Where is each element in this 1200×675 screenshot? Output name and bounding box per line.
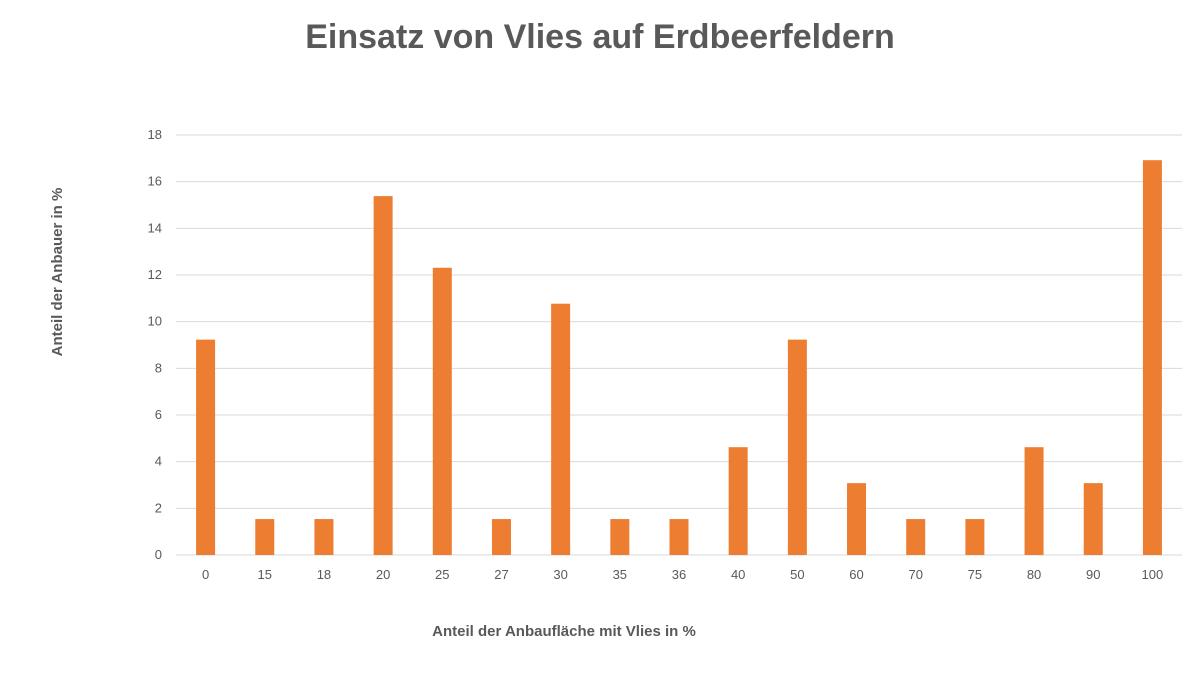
x-tick-label: 75 (968, 567, 982, 582)
gridlines (176, 134, 1182, 556)
x-tick-label: 18 (317, 567, 331, 582)
x-tick-label: 36 (672, 567, 686, 582)
x-tick-label: 15 (258, 567, 272, 582)
bar-50 (787, 339, 807, 555)
bar-100 (1142, 160, 1162, 555)
x-axis-ticks: 0 15 18 20 25 27 30 35 36 40 50 60 70 75 80 90 100 (202, 567, 1163, 582)
y-tick-label: 10 (148, 314, 162, 329)
y-tick-label: 4 (155, 454, 162, 469)
x-tick-label: 40 (731, 567, 745, 582)
x-tick-label: 0 (202, 567, 209, 582)
x-tick-label: 100 (1142, 567, 1164, 582)
bar-30 (551, 303, 571, 555)
bar-20 (373, 196, 393, 555)
x-axis-label: Anteil der Anbaufläche mit Vlies in % (432, 623, 696, 640)
x-tick-label: 50 (790, 567, 804, 582)
x-tick-label: 25 (435, 567, 449, 582)
y-tick-label: 16 (148, 174, 162, 189)
y-axis-ticks: 0 2 4 6 8 10 12 14 16 18 (148, 127, 162, 562)
y-tick-label: 12 (148, 267, 162, 282)
y-tick-label: 2 (155, 500, 162, 515)
bar-15 (255, 519, 275, 555)
bar-18 (314, 519, 334, 555)
x-tick-label: 90 (1086, 567, 1100, 582)
bar-0 (196, 339, 216, 555)
bar-80 (1024, 447, 1044, 555)
bar-35 (610, 519, 630, 555)
bar-75 (965, 519, 985, 555)
y-tick-label: 6 (155, 407, 162, 422)
x-tick-label: 27 (494, 567, 508, 582)
bars (196, 160, 1162, 555)
y-tick-label: 18 (148, 127, 162, 142)
x-tick-label: 70 (908, 567, 922, 582)
x-tick-label: 20 (376, 567, 390, 582)
y-axis-label: Anteil der Anbauer in % (49, 188, 66, 357)
bar-40 (728, 447, 748, 555)
x-tick-label: 35 (613, 567, 627, 582)
bar-36 (669, 519, 689, 555)
y-tick-label: 8 (155, 360, 162, 375)
bar-60 (847, 483, 867, 555)
bar-70 (906, 519, 926, 555)
x-tick-label: 30 (553, 567, 567, 582)
bar-90 (1083, 483, 1103, 555)
bar-27 (491, 519, 511, 555)
bar-25 (432, 267, 452, 555)
chart-title: Einsatz von Vlies auf Erdbeerfeldern (305, 18, 895, 56)
x-tick-label: 80 (1027, 567, 1041, 582)
y-tick-label: 14 (148, 220, 162, 235)
x-tick-label: 60 (849, 567, 863, 582)
y-tick-label: 0 (155, 547, 162, 562)
